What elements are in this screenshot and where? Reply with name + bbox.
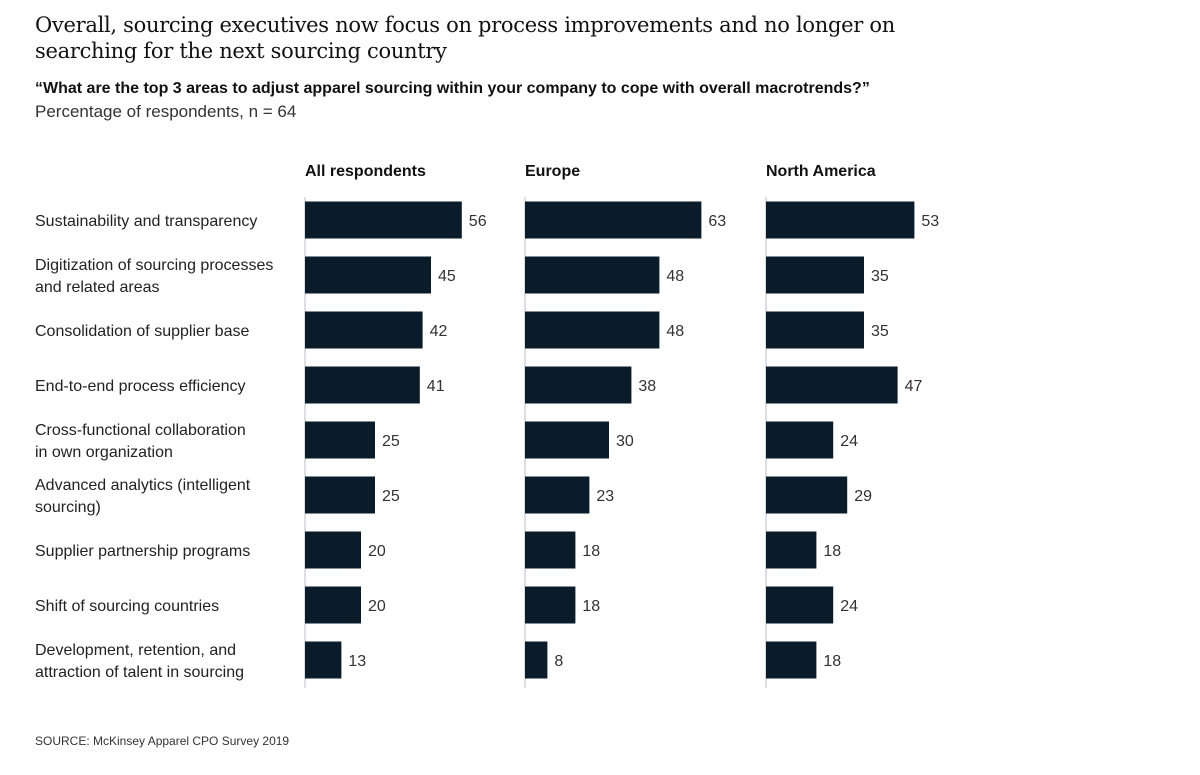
bar	[525, 366, 632, 404]
bar	[305, 201, 462, 239]
category-label: Digitization of sourcing processes	[35, 257, 273, 274]
data-label: 18	[823, 543, 841, 560]
category-label: sourcing)	[35, 499, 101, 516]
source-note: SOURCE: McKinsey Apparel CPO Survey 2019	[35, 734, 290, 748]
data-label: 20	[368, 598, 386, 615]
bar	[305, 256, 431, 294]
data-label: 18	[582, 543, 600, 560]
bar	[305, 421, 375, 459]
category-label: Cross-functional collaboration	[35, 422, 246, 439]
panel-title: Europe	[525, 163, 580, 180]
bar	[305, 476, 375, 514]
bar	[525, 311, 660, 349]
bar	[766, 201, 915, 239]
data-label: 38	[638, 378, 656, 395]
data-label: 48	[666, 268, 684, 285]
bar	[305, 311, 423, 349]
category-label: Shift of sourcing countries	[35, 598, 219, 615]
bar	[766, 256, 864, 294]
data-label: 18	[823, 653, 841, 670]
bar	[305, 531, 361, 569]
data-label: 42	[430, 323, 448, 340]
bar	[766, 531, 817, 569]
bar	[766, 476, 848, 514]
data-label: 24	[840, 433, 858, 450]
bar	[305, 641, 342, 679]
category-label: Supplier partnership programs	[35, 543, 250, 560]
data-label: 63	[708, 213, 726, 230]
data-label: 45	[438, 268, 456, 285]
bar	[766, 586, 834, 624]
data-label: 53	[921, 213, 939, 230]
bar	[766, 311, 864, 349]
data-label: 25	[382, 488, 400, 505]
data-label: 29	[854, 488, 872, 505]
data-label: 56	[469, 213, 487, 230]
category-label: Development, retention, and	[35, 642, 236, 659]
bar	[525, 201, 702, 239]
data-label: 41	[427, 378, 445, 395]
bar	[766, 366, 898, 404]
data-label: 18	[582, 598, 600, 615]
data-label: 35	[871, 268, 889, 285]
bar	[525, 586, 576, 624]
data-label: 48	[666, 323, 684, 340]
chart-subtitle: Percentage of respondents, n = 64	[35, 102, 297, 121]
category-label: and related areas	[35, 279, 160, 296]
bar	[305, 586, 361, 624]
bar	[525, 531, 576, 569]
category-label: attraction of talent in sourcing	[35, 664, 244, 681]
survey-question: “What are the top 3 areas to adjust appa…	[35, 80, 870, 97]
data-label: 8	[554, 653, 563, 670]
data-label: 35	[871, 323, 889, 340]
category-label: in own organization	[35, 444, 173, 461]
bar	[766, 641, 817, 679]
data-label: 20	[368, 543, 386, 560]
panel-title: All respondents	[305, 163, 426, 180]
chart-title: Overall, sourcing executives now focus o…	[35, 13, 895, 63]
bar	[525, 641, 548, 679]
data-label: 13	[348, 653, 366, 670]
bar	[305, 366, 420, 404]
bar	[525, 476, 590, 514]
bar	[525, 421, 609, 459]
category-label: Sustainability and transparency	[35, 213, 257, 230]
category-label: End-to-end process efficiency	[35, 378, 245, 395]
panel-title: North America	[766, 163, 876, 180]
data-label: 23	[596, 488, 614, 505]
data-label: 24	[840, 598, 858, 615]
data-label: 30	[616, 433, 634, 450]
category-label: Advanced analytics (intelligent	[35, 477, 251, 494]
data-label: 25	[382, 433, 400, 450]
data-label: 47	[905, 378, 923, 395]
category-label: Consolidation of supplier base	[35, 323, 249, 340]
bar	[766, 421, 834, 459]
bar	[525, 256, 660, 294]
